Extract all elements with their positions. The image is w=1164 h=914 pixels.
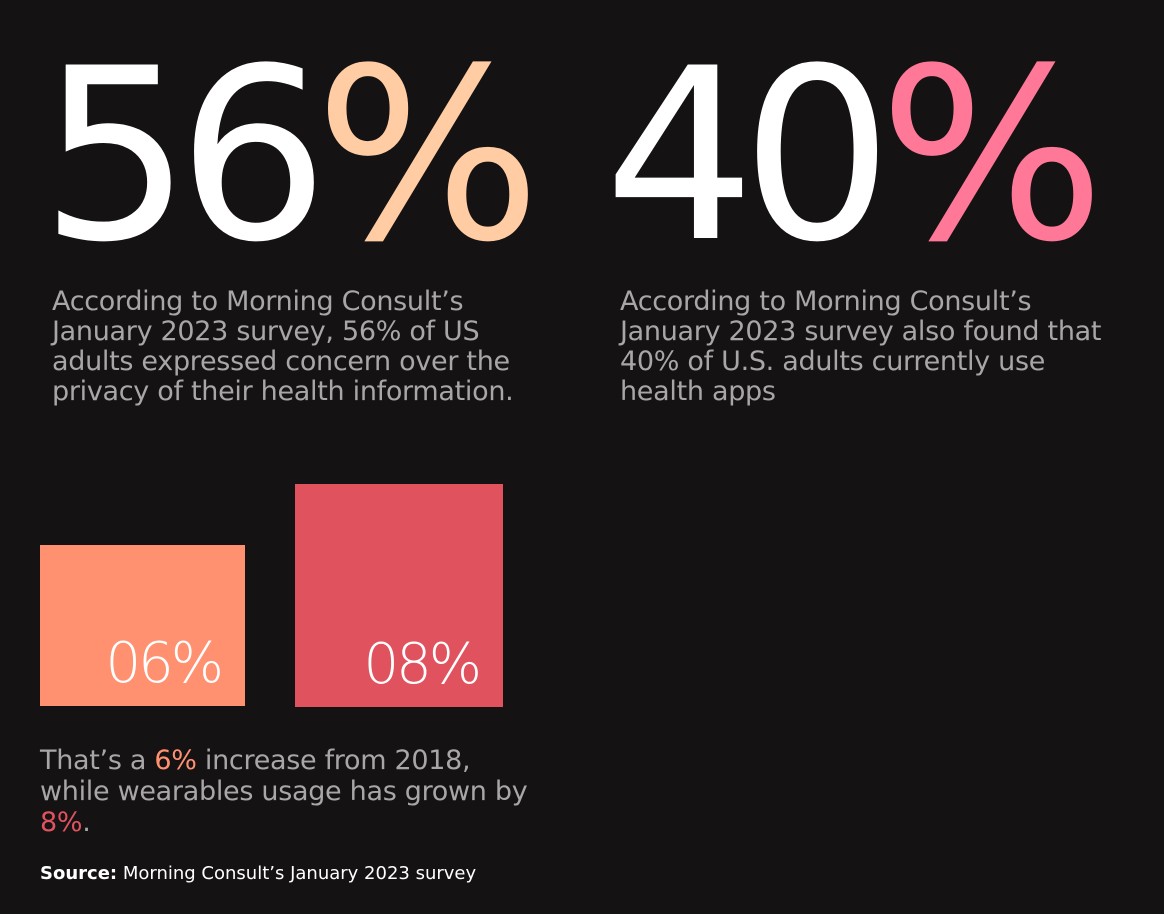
summary-highlight-6: 6% (154, 745, 197, 776)
stat-number: 56 (40, 18, 329, 295)
source-note: Source: Morning Consult’s January 2023 s… (40, 862, 476, 886)
box-label: 08% (363, 632, 482, 697)
percent-sign: % (878, 18, 1105, 295)
increase-box-health-apps: 06% (40, 545, 245, 706)
summary-part: increase from 2018, while wearables usag… (40, 745, 528, 807)
summary-part: That’s a (40, 745, 155, 776)
increase-box-wearables: 08% (295, 484, 503, 707)
summary-highlight-8: 8% (40, 807, 83, 838)
summary-text: That’s a 6% increase from 2018, while we… (40, 745, 540, 838)
stat-description-health-apps: According to Morning Consult’s January 2… (620, 286, 1102, 407)
box-label: 06% (105, 631, 224, 696)
stat-description-privacy: According to Morning Consult’s January 2… (52, 286, 514, 407)
stat-number: 40 (604, 18, 893, 295)
stat-40-percent: 40% (604, 38, 1105, 276)
source-label: Source: (40, 863, 118, 884)
source-text: Morning Consult’s January 2023 survey (117, 863, 477, 884)
percent-sign: % (314, 18, 541, 295)
summary-part: . (82, 807, 91, 838)
stat-56-percent: 56% (40, 38, 541, 276)
